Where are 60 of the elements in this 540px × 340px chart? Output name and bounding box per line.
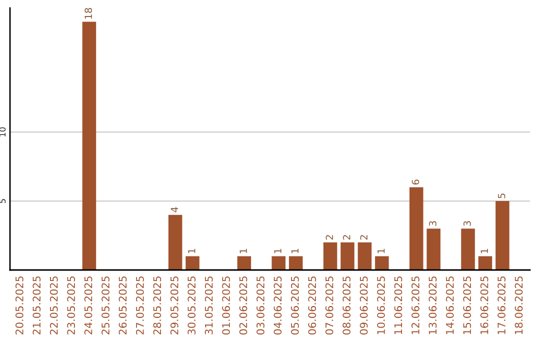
bar [340,242,354,270]
bar [426,228,440,270]
x-tick-label: 05.06.2025 [290,276,299,335]
data-label: 18 [84,8,92,19]
x-tick-label: 08.06.2025 [342,276,351,335]
x-tick-label: 27.05.2025 [136,276,144,334]
data-label: 3 [429,221,436,226]
bar [461,228,475,270]
x-tick-label: 25.05.2025 [102,276,110,334]
bar [375,256,389,270]
x-tick-label: 17.06.2025 [498,276,506,334]
data-label: 1 [274,248,282,254]
x-tick-label: 03.06.2025 [256,276,264,335]
data-label: 2 [360,235,368,240]
data-label: 1 [188,248,196,254]
data-label: 5 [498,194,506,198]
x-tick-label: 06.06.2025 [308,276,316,335]
bar [82,22,96,270]
x-tick-label: 07.06.2025 [325,276,334,335]
x-tick-label: 11.06.2025 [394,276,402,334]
x-tick-label: 28.05.2025 [153,276,162,334]
x-tick-label: 21.05.2025 [32,276,41,334]
bar [186,256,200,270]
data-label: 1 [240,248,247,254]
bar [478,256,492,270]
x-tick-label: 14.06.2025 [446,276,454,334]
bar [272,256,286,270]
data-label: 6 [412,180,420,185]
x-tick-label: 13.06.2025 [428,276,437,334]
x-tick-label: 20.05.2025 [15,276,24,334]
x-tick-label: 09.06.2025 [360,276,368,335]
x-tick-label: 15.06.2025 [463,276,472,334]
x-tick-label: 10.06.2025 [377,276,385,334]
x-tick-label: 01.06.2025 [222,276,230,335]
x-tick-label: 18.06.2025 [514,276,523,334]
x-tick-label: 29.05.2025 [170,276,178,334]
x-tick-label: 16.06.2025 [480,276,488,334]
x-tick-label: 31.05.2025 [204,276,213,334]
bar [168,214,182,270]
bar [409,187,424,270]
data-label: 2 [326,235,333,240]
x-tick-label: 30.05.2025 [188,276,196,334]
data-label: 2 [342,235,350,240]
bar [358,242,372,270]
x-tick-label: 24.05.2025 [84,276,92,334]
x-tick-label: 23.05.2025 [67,276,76,334]
data-label: 1 [378,248,385,254]
bar [237,256,252,270]
x-tick-label: 22.05.2025 [50,276,58,334]
data-label: 3 [463,221,471,226]
x-tick-label: 26.05.2025 [118,276,127,334]
bar [496,201,510,270]
x-tick-label: 12.06.2025 [412,276,420,334]
x-tick-label: 02.06.2025 [239,276,248,335]
data-label: 1 [480,248,488,254]
data-label: 4 [170,207,178,212]
x-tick-label: 04.06.2025 [274,276,282,335]
bar [288,256,303,270]
bar [323,242,338,270]
data-label: 1 [291,248,299,254]
